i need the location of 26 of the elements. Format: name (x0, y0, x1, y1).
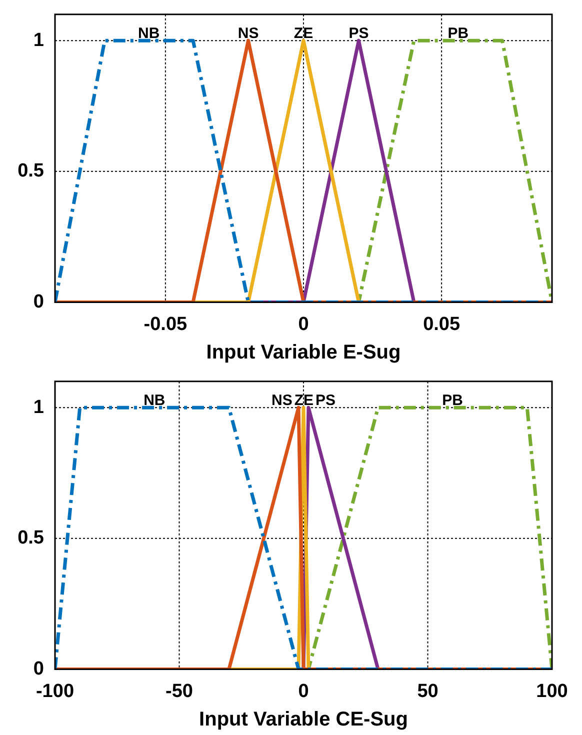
y-tick-label: 1 (33, 396, 44, 418)
x-tick-label: -0.05 (144, 314, 188, 335)
series-label: NB (144, 392, 166, 410)
x-tick-label: -50 (166, 680, 193, 702)
y-tick-label: 0 (33, 291, 44, 312)
series-label: ZE (294, 392, 314, 410)
series-label: ZE (294, 25, 314, 42)
series-label: PS (348, 25, 369, 42)
y-tick-label: 0.5 (18, 160, 44, 182)
series-label: PS (315, 392, 336, 410)
series-label: NS (238, 25, 259, 42)
x-tick-label: 0.05 (423, 314, 460, 335)
x-tick-label: 100 (536, 680, 568, 702)
y-tick-label: 0.5 (18, 528, 44, 549)
x-tick-label: 50 (417, 680, 438, 702)
x-axis-title: Input Variable E-Sug (206, 342, 401, 364)
y-tick-label: 0 (33, 658, 44, 680)
x-axis-title: Input Variable CE-Sug (199, 708, 408, 731)
x-tick-label: 0 (298, 680, 309, 702)
x-tick-label: 0 (298, 314, 309, 335)
series-label: NB (138, 25, 160, 42)
y-tick-label: 1 (33, 30, 44, 51)
series-label: NS (271, 392, 292, 410)
series-label: PB (448, 25, 469, 42)
series-label: PB (442, 392, 464, 410)
x-tick-label: -100 (36, 680, 74, 702)
